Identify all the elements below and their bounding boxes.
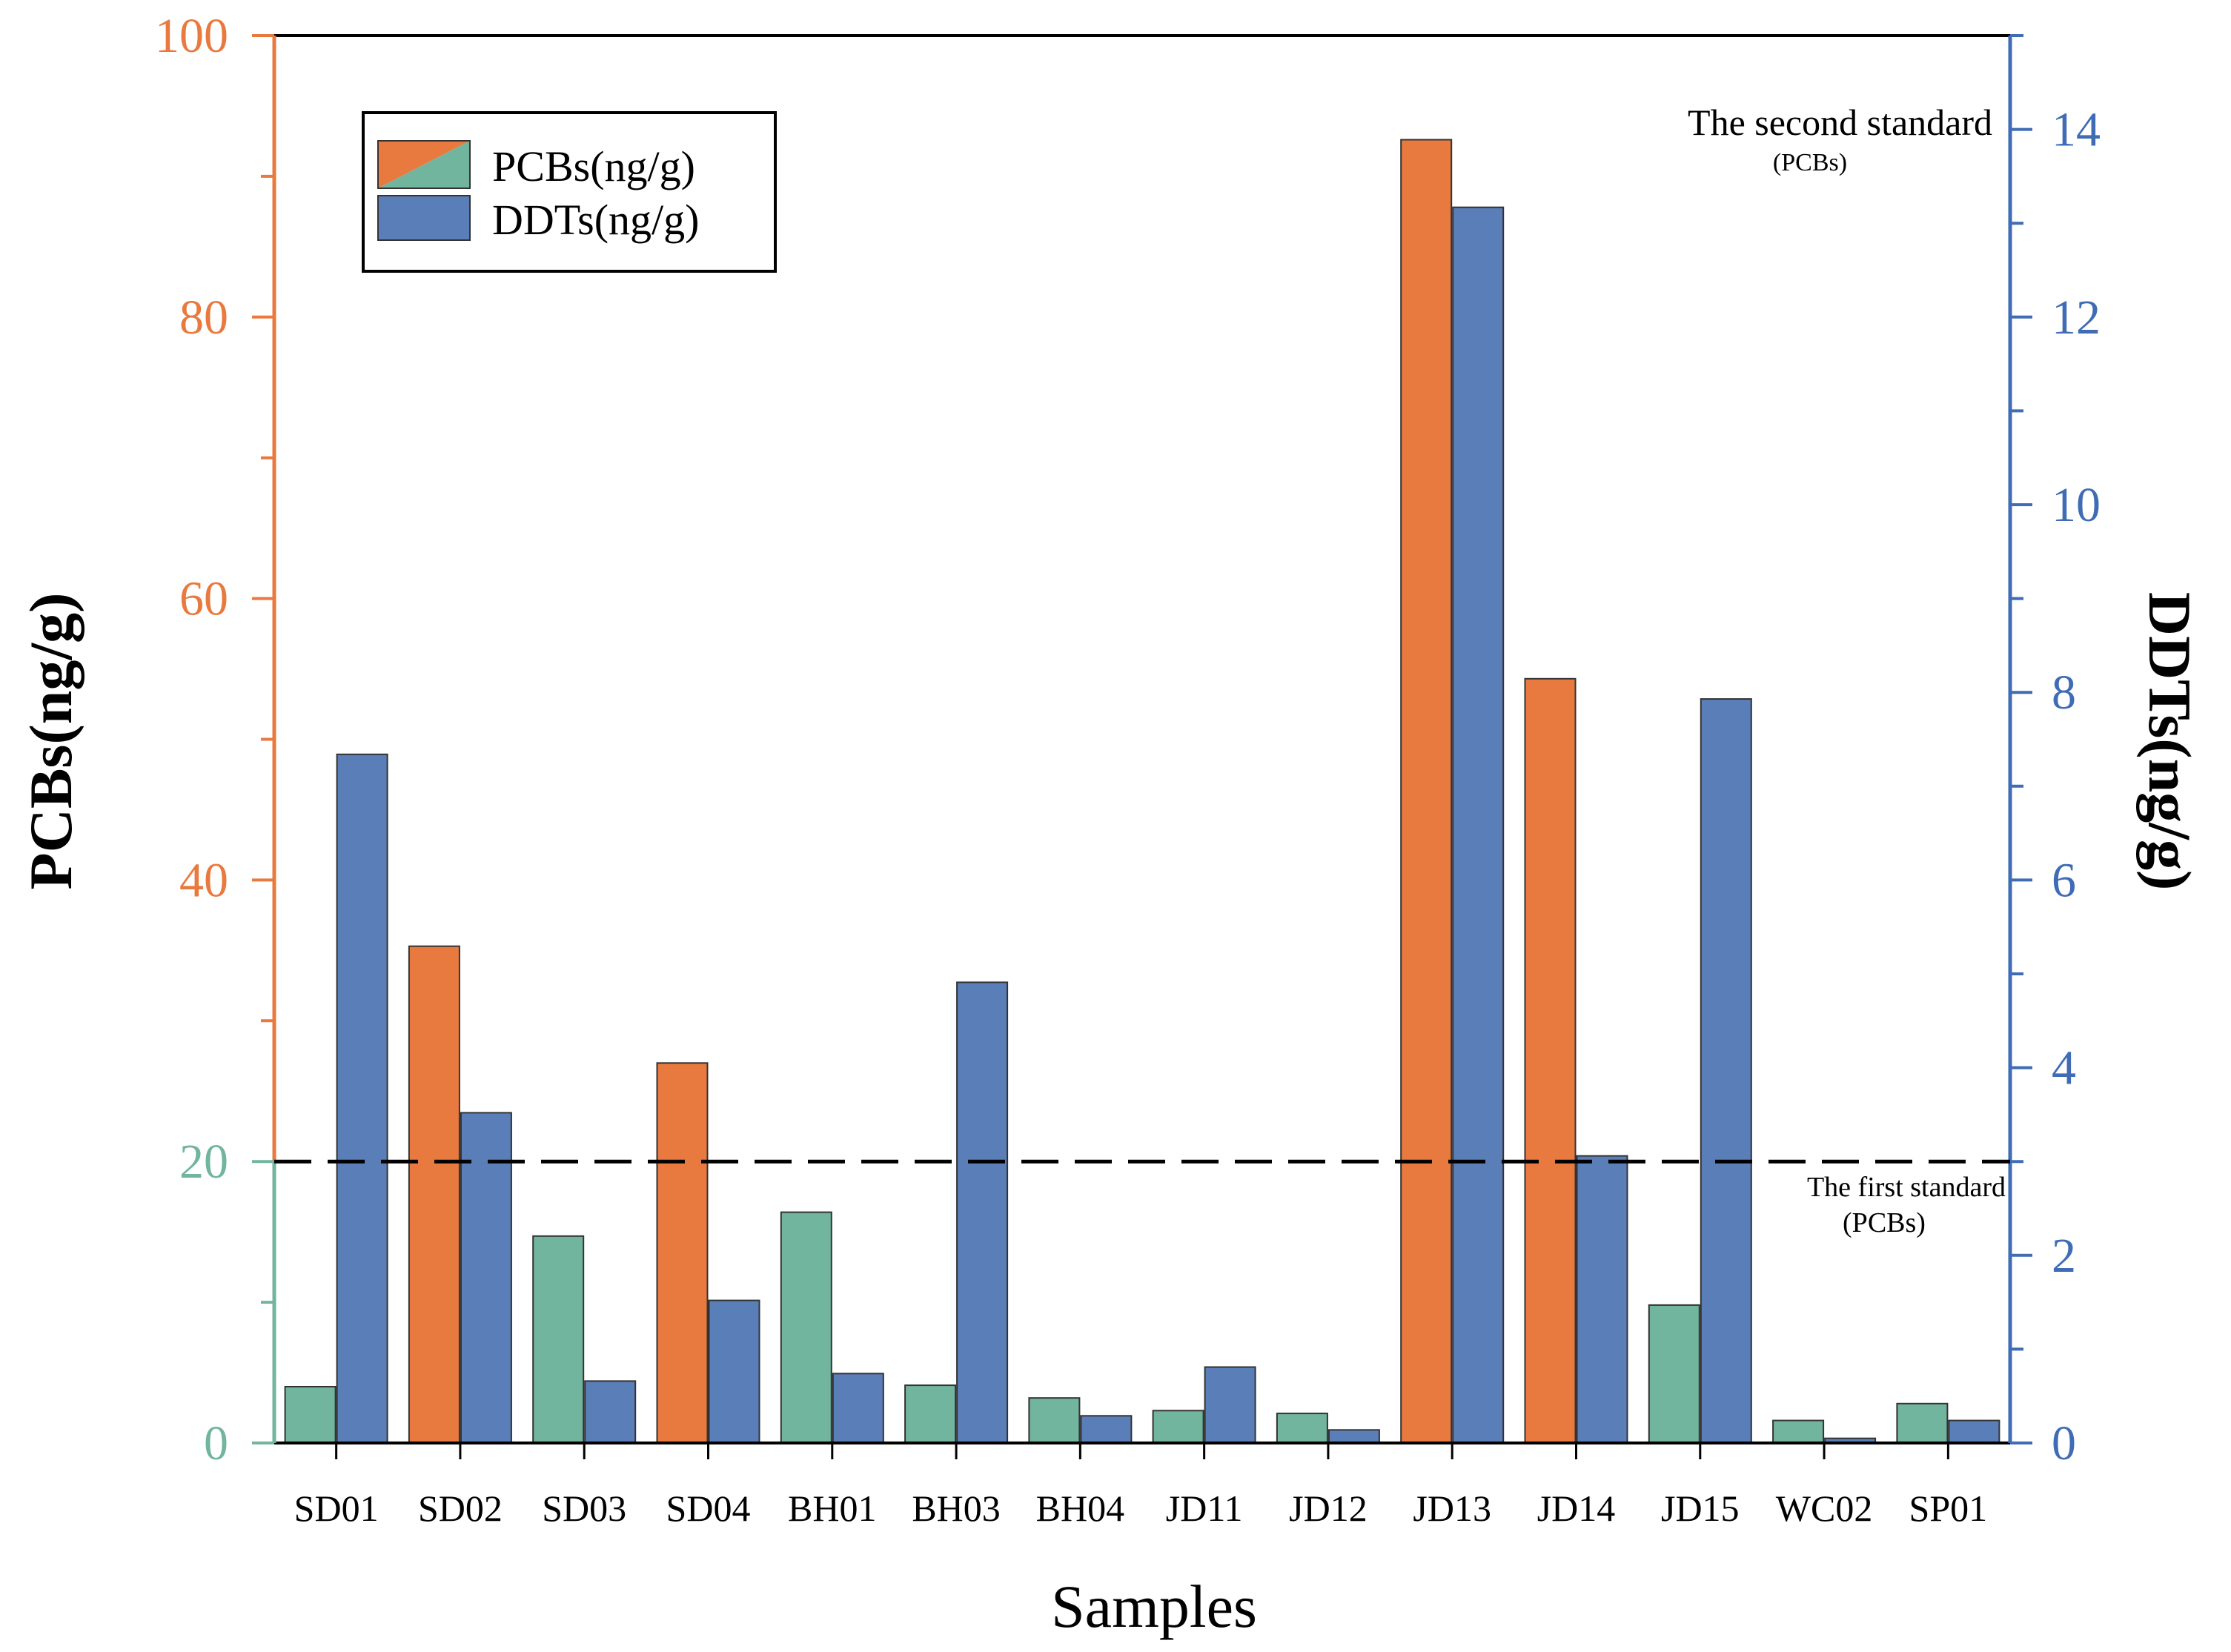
second-standard-label: The second standard: [1688, 102, 1992, 143]
x-tick-label-bh04: BH04: [1036, 1487, 1124, 1529]
bar-pcbs-jd12: [1276, 1413, 1328, 1444]
x-tick-label-sp01: SP01: [1909, 1487, 1988, 1529]
bar-pcbs-jd15: [1648, 1304, 1700, 1444]
y-tick-label-20: 20: [179, 1135, 228, 1189]
bar-ddts-bh03: [956, 981, 1009, 1444]
y2-tick-label-4: 4: [2052, 1041, 2076, 1095]
y2-tick-label-12: 12: [2052, 291, 2101, 345]
legend-swatch-pcbs-below: [378, 141, 470, 188]
bar-ddts-sp01: [1948, 1419, 2000, 1444]
bar-ddts-jd14: [1576, 1155, 1628, 1444]
first-standard-label: The first standard: [1807, 1172, 2006, 1203]
bar-pcbs-jd13: [1400, 139, 1453, 1444]
y2-tick-label-10: 10: [2052, 478, 2101, 532]
bar-ddts-jd15: [1700, 698, 1752, 1444]
bar-pcbs-sp01: [1896, 1402, 1949, 1444]
y-tick-label-60: 60: [179, 572, 228, 626]
y-tick-label-80: 80: [179, 291, 228, 345]
legend-label-ddts: DDTs(ng/g): [492, 196, 699, 244]
axes-layer: SD01 SD02 SD03 SD04 BH01 BH03 BH04 JD11 JD12 JD13…: [155, 9, 2101, 1529]
legend-label-pcbs: PCBs(ng/g): [492, 142, 695, 190]
y2-axis-title: DDTs(ng/g): [2136, 592, 2204, 891]
y-axis-title: PCBs(ng/g): [17, 593, 84, 890]
bar-pcbs-sd02: [408, 945, 460, 1444]
bar-ddts-sd02: [460, 1112, 512, 1444]
plot-frame: [272, 34, 2012, 1444]
bar-pcbs-wc02: [1772, 1419, 1825, 1444]
bar-pcbs-bh04: [1028, 1397, 1081, 1444]
y2-tick-label-2: 2: [2052, 1229, 2076, 1283]
bar-pcbs-bh01: [780, 1211, 832, 1444]
bar-ddts-jd11: [1204, 1366, 1256, 1444]
x-tick-label-bh03: BH03: [912, 1487, 1000, 1529]
labels-layer: Samples PCBs(ng/g) DDTs(ng/g) The second st…: [17, 102, 2204, 1640]
x-tick-label-jd12: JD12: [1289, 1487, 1368, 1529]
bars-layer: [284, 139, 2000, 1444]
bar-ddts-sd04: [708, 1299, 760, 1444]
bar-ddts-sd03: [584, 1380, 637, 1444]
x-tick-label-wc02: WC02: [1776, 1487, 1873, 1529]
first-standard-sublabel: (PCBs): [1843, 1207, 1926, 1238]
y2-tick-label-6: 6: [2052, 853, 2076, 907]
x-tick-label-sd03: SD03: [542, 1487, 626, 1529]
x-tick-label-jd11: JD11: [1166, 1487, 1243, 1529]
bar-ddts-jd12: [1327, 1429, 1380, 1444]
x-axis-title: Samples: [1051, 1573, 1257, 1640]
x-tick-label-sd02: SD02: [418, 1487, 503, 1529]
legend-box: [362, 111, 777, 273]
bar-pcbs-sd03: [532, 1235, 585, 1444]
y2-tick-label-8: 8: [2052, 666, 2076, 720]
bar-ddts-bh04: [1080, 1415, 1133, 1444]
bar-ddts-bh01: [832, 1373, 884, 1444]
y2-tick-label-14: 14: [2052, 103, 2101, 157]
x-tick-label-sd01: SD01: [294, 1487, 379, 1529]
x-tick-label-jd14: JD14: [1537, 1487, 1616, 1529]
x-tick-label-sd04: SD04: [666, 1487, 751, 1529]
bar-pcbs-jd11: [1152, 1410, 1204, 1444]
second-standard-sublabel: (PCBs): [1773, 149, 1847, 176]
bar-pcbs-sd01: [284, 1386, 337, 1444]
legend-swatch-pcbs-border: [377, 140, 471, 189]
x-tick-label-bh01: BH01: [788, 1487, 876, 1529]
legend: PCBs(ng/g) DDTs(ng/g): [362, 111, 777, 273]
legend-swatch-ddts: [377, 195, 471, 241]
bar-pcbs-sd04: [656, 1062, 709, 1444]
x-tick-label-jd15: JD15: [1661, 1487, 1740, 1529]
bar-ddts-sd01: [336, 753, 388, 1444]
bar-pcbs-jd14: [1524, 677, 1577, 1444]
bar-pcbs-bh03: [904, 1384, 957, 1444]
y-tick-label-0: 0: [204, 1416, 228, 1470]
bar-ddts-jd13: [1452, 206, 1505, 1444]
y-tick-label-40: 40: [179, 853, 228, 907]
y2-tick-label-0: 0: [2052, 1416, 2076, 1470]
x-tick-label-jd13: JD13: [1413, 1487, 1491, 1529]
y-tick-label-100: 100: [155, 9, 228, 63]
